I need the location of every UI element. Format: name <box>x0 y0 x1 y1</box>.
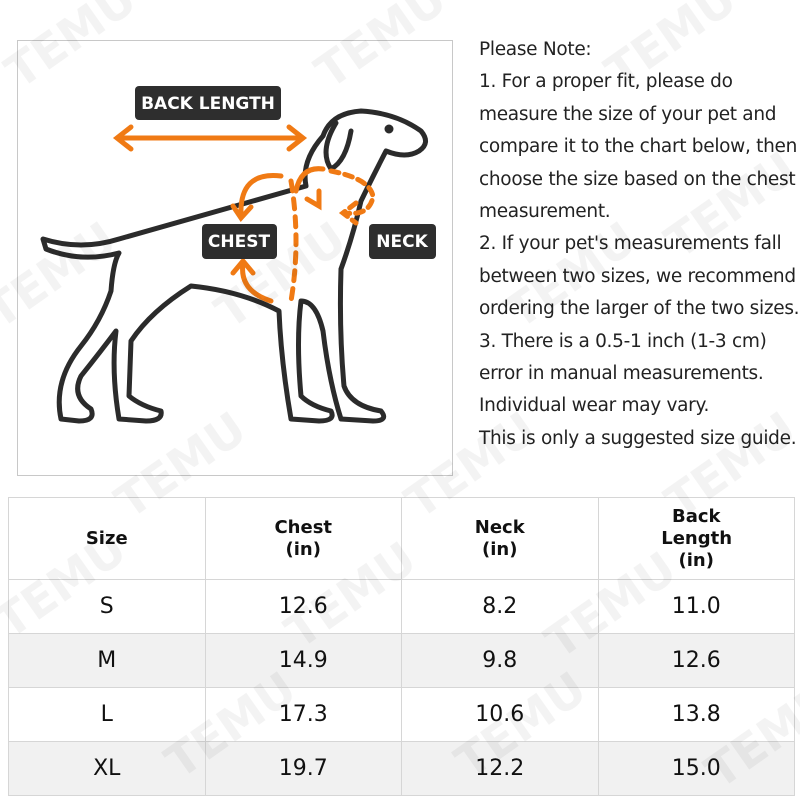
dog-diagram: BACK LENGTH CHEST NECK <box>17 40 453 476</box>
note-line: compare it to the chart below, then <box>479 136 798 158</box>
header-text: Chest (in) <box>274 516 333 560</box>
note-line: 2. If your pet's measurements fall <box>479 233 782 255</box>
table-cell: 12.2 <box>401 741 599 796</box>
neck-label: NECK <box>376 232 428 252</box>
note-line: ordering the larger of the two sizes. <box>479 298 800 320</box>
size-table: Size Chest (in) Neck (in) Back Length (in) S… <box>8 497 795 796</box>
table-cell: 12.6 <box>204 579 402 634</box>
table-cell: 8.2 <box>401 579 599 634</box>
header-cell: Size <box>8 497 206 580</box>
table-row: S 12.6 8.2 11.0 <box>8 579 795 634</box>
table-cell: 12.6 <box>597 633 795 688</box>
table-cell: S <box>8 579 206 634</box>
table-cell: L <box>8 687 206 742</box>
table-row: XL 19.7 12.2 15.0 <box>8 741 795 796</box>
header-cell: Neck (in) <box>401 497 599 580</box>
label-box <box>369 224 436 259</box>
header-text: Neck (in) <box>474 516 525 560</box>
table-cell: 14.9 <box>204 633 402 688</box>
note-line: 3. There is a 0.5-1 inch (1-3 cm) <box>479 330 767 352</box>
table-cell: 15.0 <box>597 741 795 796</box>
table-cell: M <box>8 633 206 688</box>
note-line: between two sizes, we recommend <box>479 265 796 287</box>
table-cell: 19.7 <box>204 741 402 796</box>
note-line: measurement. <box>479 200 611 222</box>
label-box <box>135 86 281 120</box>
measure-arrows <box>112 124 376 304</box>
note-line: Please Note: <box>479 39 592 60</box>
header-text: Back Length (in) <box>661 505 733 571</box>
table-cell: 17.3 <box>204 687 402 742</box>
note-line: error in manual measurements. <box>479 362 764 384</box>
note: Please Note: 1. For a proper fit, please … <box>479 34 800 455</box>
note-line: choose the size based on the chest <box>479 168 796 190</box>
table-cell: 11.0 <box>597 579 795 634</box>
header-cell: Chest (in) <box>204 497 402 580</box>
note-line: measure the size of your pet and <box>479 103 777 125</box>
note-line: 1. For a proper fit, please do <box>479 71 733 93</box>
table-cell: 13.8 <box>597 687 795 742</box>
header-row: Size Chest (in) Neck (in) Back Length (in) <box>8 497 795 580</box>
dog-outline <box>40 108 428 424</box>
table-cell: 9.8 <box>401 633 599 688</box>
chest-label: CHEST <box>208 232 271 252</box>
header-cell: Back Length (in) <box>597 497 795 580</box>
note-line: This is only a suggested size guide. <box>479 427 797 449</box>
table-cell: 10.6 <box>401 687 599 742</box>
table-row: L 17.3 10.6 13.8 <box>8 687 795 742</box>
header-text: Size <box>85 527 128 549</box>
note-line: Individual wear may vary. <box>479 395 710 417</box>
table-cell: XL <box>8 741 206 796</box>
back-length-label: BACK LENGTH <box>141 94 275 114</box>
label-box <box>202 224 277 259</box>
table-row: M 14.9 9.8 12.6 <box>8 633 795 688</box>
